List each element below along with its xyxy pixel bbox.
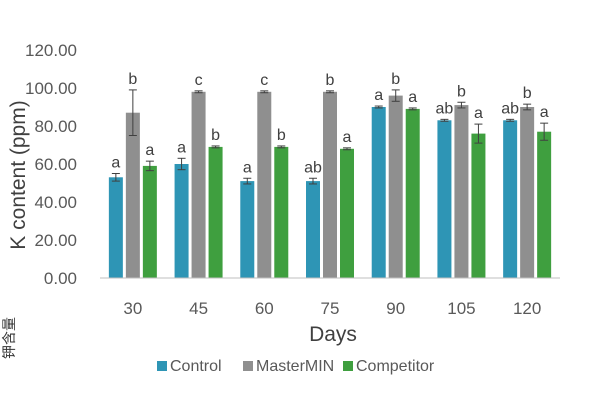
significance-label: c: [260, 72, 268, 89]
y-tick-label: 100.00: [25, 79, 77, 98]
bar: [257, 91, 272, 278]
significance-label: a: [243, 159, 252, 176]
bar: [323, 91, 337, 278]
legend-swatch: [243, 361, 253, 371]
legend: Control MasterMIN Competitor: [157, 358, 435, 375]
bar-group: aba: [371, 71, 420, 279]
bar: [537, 131, 552, 278]
significance-label: b: [277, 127, 286, 144]
bar: [174, 164, 189, 278]
bar: [340, 148, 354, 278]
legend-swatch: [343, 361, 353, 371]
significance-label: b: [326, 72, 335, 89]
bar: [437, 120, 452, 278]
bar: [388, 95, 403, 278]
legend-swatch: [157, 361, 167, 371]
significance-label: ab: [304, 159, 322, 176]
significance-label: c: [195, 72, 203, 89]
significance-label: ab: [436, 100, 454, 117]
significance-label: b: [523, 85, 532, 102]
bar: [240, 181, 255, 278]
x-axis-ticks: 30 45 60 75 90 105 120: [123, 299, 541, 318]
x-tick-label: 105: [447, 299, 475, 318]
legend-item: Control: [157, 358, 222, 375]
significance-label: a: [343, 129, 352, 146]
legend-label: Competitor: [356, 358, 435, 375]
y-tick-label: 120.00: [25, 41, 77, 60]
legend-item: MasterMIN: [243, 358, 334, 375]
bar: [306, 181, 320, 278]
significance-label: a: [177, 139, 186, 156]
y-tick-label: 20.00: [34, 231, 77, 250]
significance-label: b: [211, 127, 220, 144]
bar-group: a c b: [174, 72, 223, 278]
bar-group: a b a: [108, 71, 157, 278]
x-tick-label: 30: [123, 299, 142, 318]
bar: [274, 146, 289, 278]
bar: [208, 146, 223, 278]
x-axis-title: Days: [309, 323, 357, 346]
significance-label: a: [111, 155, 120, 172]
y-axis-ticks: 0.00 20.00 40.00 60.00 80.00 100.00 120.00: [25, 41, 77, 288]
bar: [454, 105, 469, 278]
significance-label: a: [408, 89, 417, 106]
significance-label: a: [374, 87, 383, 104]
y-axis-title: K content (ppm): [7, 100, 30, 249]
x-tick-label: 75: [321, 299, 340, 318]
y-tick-label: 40.00: [34, 193, 77, 212]
x-tick-label: 45: [189, 299, 208, 318]
bar: [371, 107, 386, 278]
significance-label: b: [457, 83, 466, 100]
bar: [503, 120, 518, 278]
significance-label: a: [474, 105, 483, 122]
significance-label: a: [540, 104, 549, 121]
significance-label: a: [145, 142, 154, 159]
x-tick-label: 120: [513, 299, 541, 318]
bar-group: a c b: [240, 72, 289, 278]
y-tick-label: 60.00: [34, 155, 77, 174]
bar-group: ab b a: [304, 72, 354, 278]
x-tick-label: 90: [386, 299, 405, 318]
legend-label: Control: [170, 358, 222, 375]
significance-label: ab: [501, 100, 519, 117]
y-tick-label: 0.00: [44, 269, 77, 288]
bar: [405, 108, 420, 279]
legend-item: Competitor: [343, 358, 435, 375]
bar: [142, 165, 157, 278]
y-tick-label: 80.00: [34, 117, 77, 136]
bar: [108, 177, 123, 278]
bar: [520, 107, 535, 278]
legend-label: MasterMIN: [256, 358, 334, 375]
bar: [191, 91, 206, 278]
x-tick-label: 60: [255, 299, 274, 318]
side-note: 钾含量: [1, 317, 17, 359]
bar: [125, 112, 140, 278]
significance-label: b: [128, 71, 137, 88]
significance-label: b: [391, 71, 400, 88]
bar: [471, 133, 486, 278]
